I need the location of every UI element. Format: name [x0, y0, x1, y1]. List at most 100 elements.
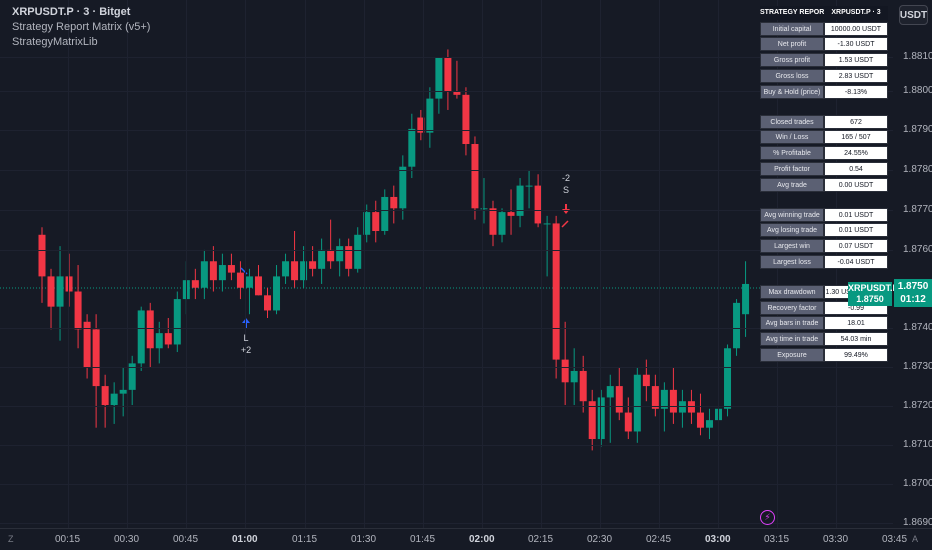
candle[interactable]: [128, 355, 136, 405]
candle[interactable]: [372, 200, 380, 243]
candle[interactable]: [507, 189, 515, 235]
candle[interactable]: [615, 367, 623, 421]
candle[interactable]: [264, 287, 271, 318]
candle[interactable]: [110, 382, 118, 424]
symbol-legend[interactable]: XRPUSDT.P · 3 · Bitget: [12, 6, 131, 18]
candle[interactable]: [191, 268, 199, 300]
candle[interactable]: [426, 87, 434, 148]
candle[interactable]: [624, 397, 632, 440]
candlestick-chart[interactable]: [0, 0, 893, 528]
candle[interactable]: [534, 174, 542, 228]
candle[interactable]: [570, 348, 578, 405]
candle[interactable]: [678, 389, 686, 428]
candle-body: [282, 261, 290, 277]
candle[interactable]: [642, 359, 650, 402]
candle[interactable]: [480, 178, 488, 224]
candle[interactable]: [354, 227, 362, 273]
candle[interactable]: [417, 109, 425, 141]
lightning-icon[interactable]: ⚡: [760, 510, 775, 525]
candle[interactable]: [65, 253, 73, 307]
candle[interactable]: [137, 306, 145, 371]
candle[interactable]: [336, 238, 344, 277]
candle[interactable]: [56, 246, 64, 341]
candle[interactable]: [381, 189, 389, 235]
time-axis-label: 02:15: [528, 534, 554, 545]
candle[interactable]: [291, 231, 299, 288]
current-price: 1.8750: [897, 281, 929, 292]
candle[interactable]: [227, 253, 235, 281]
candle[interactable]: [282, 253, 290, 284]
candle[interactable]: [444, 49, 452, 110]
candle[interactable]: [209, 246, 217, 292]
candle[interactable]: [399, 155, 407, 220]
report-row: Avg losing trade 0.01 USDT: [760, 223, 888, 238]
horizontal-gridline: [0, 210, 893, 211]
candle[interactable]: [597, 389, 605, 447]
time-axis-label: 03:30: [823, 534, 849, 545]
candle[interactable]: [236, 261, 244, 300]
candle[interactable]: [453, 60, 461, 99]
candle[interactable]: [742, 261, 750, 337]
candle[interactable]: [633, 367, 641, 443]
candle[interactable]: [552, 215, 560, 379]
candle[interactable]: [101, 374, 109, 428]
candle[interactable]: [724, 344, 732, 417]
auto-scale-button[interactable]: A: [912, 534, 919, 544]
candle[interactable]: [309, 246, 317, 277]
candle[interactable]: [83, 314, 91, 379]
candle[interactable]: [462, 87, 470, 156]
price-axis-label: 1.8720: [903, 400, 932, 411]
candle[interactable]: [173, 291, 181, 353]
report-row: Profit factor 0.54: [760, 161, 888, 176]
candle-body: [642, 374, 650, 387]
candle[interactable]: [245, 268, 253, 315]
horizontal-gridline: [0, 367, 893, 368]
candle[interactable]: [561, 321, 569, 405]
candle[interactable]: [119, 367, 127, 417]
candle[interactable]: [705, 408, 713, 440]
candle[interactable]: [92, 314, 100, 428]
candle[interactable]: [606, 374, 614, 443]
candle[interactable]: [471, 136, 479, 220]
candle[interactable]: [327, 219, 335, 269]
candle[interactable]: [525, 170, 533, 209]
indicator-legend[interactable]: Strategy Report Matrix (v5+): [12, 21, 151, 33]
candle[interactable]: [588, 389, 596, 451]
library-legend[interactable]: StrategyMatrixLib: [12, 36, 98, 48]
candle[interactable]: [651, 374, 659, 417]
candle[interactable]: [489, 200, 497, 247]
candle[interactable]: [218, 253, 226, 292]
time-axis[interactable]: 00:15 00:30 00:45 01:00 01:15 01:30 01:45 02:00…: [0, 528, 932, 550]
candle[interactable]: [74, 265, 82, 349]
candle[interactable]: [498, 208, 506, 243]
currency-button[interactable]: USDT: [899, 5, 928, 25]
candle[interactable]: [300, 246, 308, 288]
chart-canvas[interactable]: [0, 0, 893, 528]
candle-body: [137, 310, 145, 364]
candle-body: [173, 299, 181, 345]
candle[interactable]: [733, 299, 741, 356]
candle[interactable]: [200, 249, 208, 300]
candle[interactable]: [273, 265, 281, 315]
vertical-gridline: [541, 0, 542, 528]
candle[interactable]: [696, 393, 704, 436]
price-axis[interactable]: 1.8810 1.8800 1.8790 1.8780 1.8770 1.8760 1.87…: [893, 0, 932, 528]
candle[interactable]: [47, 268, 55, 330]
candle[interactable]: [669, 367, 677, 424]
vertical-gridline: [482, 0, 483, 528]
candle[interactable]: [579, 355, 587, 413]
candle[interactable]: [516, 178, 524, 228]
candle[interactable]: [345, 238, 353, 277]
candle[interactable]: [390, 185, 398, 224]
timezone-button[interactable]: Z: [8, 534, 14, 544]
candle[interactable]: [435, 57, 443, 114]
candle[interactable]: [38, 227, 46, 303]
candle[interactable]: [318, 238, 326, 284]
candle[interactable]: [164, 318, 172, 349]
candle[interactable]: [146, 302, 154, 368]
candle[interactable]: [543, 215, 551, 277]
report-metric-label: Recovery factor: [760, 300, 824, 315]
vertical-gridline: [127, 0, 128, 528]
candle[interactable]: [254, 265, 262, 296]
candle[interactable]: [408, 113, 416, 179]
